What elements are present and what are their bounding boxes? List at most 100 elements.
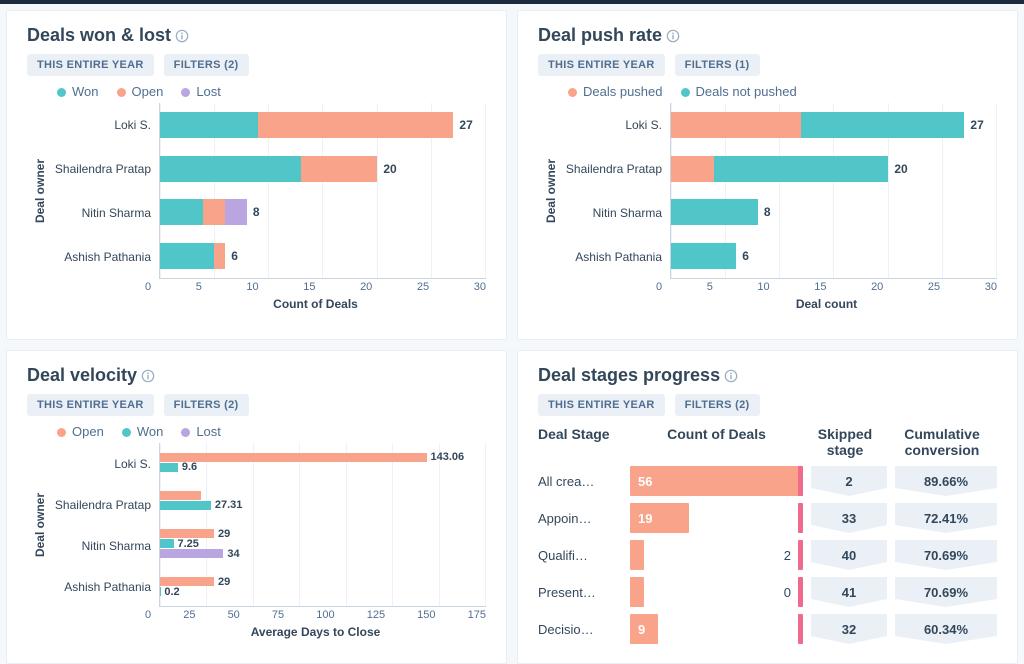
bar-row: 8 — [160, 199, 486, 225]
bar-row: 8 — [671, 199, 997, 225]
bars: 272086 — [671, 103, 997, 278]
info-icon[interactable] — [724, 369, 738, 383]
title-text: Deal velocity — [27, 365, 137, 386]
y-category-label: Ashish Pathania — [49, 580, 151, 594]
stage-tick — [798, 540, 803, 570]
card-stages-progress: Deal stages progress THIS ENTIRE YEAR FI… — [517, 350, 1018, 664]
stage-bar[interactable] — [630, 540, 644, 570]
stage-label: Present… — [538, 585, 630, 600]
y-categories: Loki S.Shailendra PratapNitin SharmaAshi… — [49, 103, 159, 279]
title-text: Deal stages progress — [538, 365, 720, 386]
stage-bar[interactable] — [630, 577, 644, 607]
bar-segment[interactable] — [671, 156, 714, 182]
bar-segment[interactable] — [160, 463, 178, 472]
bar-segment[interactable] — [160, 491, 201, 500]
stage-bar[interactable]: 19 — [630, 503, 689, 533]
conversion-chevron: 89.66% — [895, 466, 997, 496]
bar-segment[interactable] — [225, 199, 247, 225]
bar-segment[interactable] — [671, 243, 736, 269]
y-categories: Loki S.Shailendra PratapNitin SharmaAshi… — [560, 103, 670, 279]
legend-item[interactable]: Lost — [181, 84, 221, 99]
bar-segment[interactable] — [160, 243, 214, 269]
y-category-label: Loki S. — [49, 457, 151, 471]
filters-pill[interactable]: FILTERS (2) — [675, 394, 760, 416]
filters-pill[interactable]: FILTERS (1) — [675, 54, 760, 76]
bar-total: 27 — [970, 118, 983, 132]
bar-segment[interactable] — [160, 112, 258, 138]
y-category-label: Shailendra Pratap — [49, 498, 151, 512]
skipped-chevron: 41 — [811, 577, 887, 607]
bar-group: 27.31 — [160, 488, 486, 513]
stage-label: Appoin… — [538, 511, 630, 526]
stage-count: 0 — [784, 585, 791, 600]
bar-segment[interactable] — [160, 549, 223, 558]
period-pill[interactable]: THIS ENTIRE YEAR — [27, 54, 154, 76]
legend-item[interactable]: Deals not pushed — [681, 84, 797, 99]
y-categories: Loki S. Shailendra Pratap Nitin Sharma Ashi… — [49, 443, 159, 607]
bar-segment[interactable] — [801, 112, 964, 138]
bar-segment[interactable] — [160, 199, 203, 225]
legend-item[interactable]: Won — [57, 84, 99, 99]
bar-segment[interactable] — [203, 199, 225, 225]
info-icon[interactable] — [141, 369, 155, 383]
stages-header: Deal Stage Count of Deals Skipped stage … — [538, 426, 997, 458]
legend-item[interactable]: Open — [57, 424, 104, 439]
stage-row: Decisio…93260.34% — [538, 614, 997, 644]
legend-item[interactable]: Deals pushed — [568, 84, 663, 99]
bar-value: 0.2 — [164, 586, 179, 598]
skipped-chevron: 32 — [811, 614, 887, 644]
x-ticks: 0255075100125150175 — [145, 609, 486, 621]
bar-group: 290.2 — [160, 574, 486, 599]
info-icon[interactable] — [666, 29, 680, 43]
y-category-label: Nitin Sharma — [49, 539, 151, 553]
y-category-label: Loki S. — [49, 118, 151, 132]
bar-value: 9.6 — [182, 461, 197, 473]
card-push-rate: Deal push rate THIS ENTIRE YEAR FILTERS … — [517, 10, 1018, 340]
legend-item[interactable]: Open — [117, 84, 164, 99]
col-count: Count of Deals — [630, 426, 803, 458]
bar-segment[interactable] — [160, 156, 301, 182]
bar-segment[interactable] — [671, 199, 758, 225]
filters-pill[interactable]: FILTERS (2) — [164, 54, 249, 76]
bar-segment[interactable] — [160, 501, 211, 510]
bar-value: 7.25 — [178, 538, 199, 550]
y-category-label: Nitin Sharma — [560, 206, 662, 220]
bar-segment[interactable] — [671, 112, 801, 138]
bar-segment[interactable] — [301, 156, 377, 182]
period-pill[interactable]: THIS ENTIRE YEAR — [27, 394, 154, 416]
skipped-chevron: 40 — [811, 540, 887, 570]
stage-bar[interactable]: 56 — [630, 466, 803, 496]
legend-item[interactable]: Lost — [181, 424, 221, 439]
conversion-chevron: 60.34% — [895, 614, 997, 644]
bar-row: 20 — [671, 156, 997, 182]
x-axis-label: Count of Deals — [145, 297, 486, 311]
stage-row: Present… 0 41 70.69% — [538, 577, 997, 607]
y-axis-label: Deal owner — [31, 159, 49, 223]
conversion-chevron: 70.69% — [895, 577, 997, 607]
bar-value: 29 — [218, 528, 230, 540]
bar-segment[interactable] — [160, 539, 174, 548]
legend: Open Won Lost — [57, 424, 486, 439]
bar-total: 6 — [231, 249, 238, 263]
stage-row: Qualifi…24070.69% — [538, 540, 997, 570]
bar-segment[interactable] — [214, 243, 225, 269]
x-axis-label: Average Days to Close — [145, 625, 486, 639]
bar-value: 143.06 — [431, 451, 465, 463]
stage-bar[interactable]: 9 — [630, 614, 658, 644]
info-icon[interactable] — [175, 29, 189, 43]
stage-tick — [798, 577, 803, 607]
legend-item[interactable]: Won — [122, 424, 164, 439]
y-category-label: Ashish Pathania — [560, 250, 662, 264]
bar-segment[interactable] — [714, 156, 888, 182]
stage-row: Appoin…193372.41% — [538, 503, 997, 533]
y-category-label: Nitin Sharma — [49, 206, 151, 220]
period-pill[interactable]: THIS ENTIRE YEAR — [538, 394, 665, 416]
bar-segment[interactable] — [258, 112, 454, 138]
col-stage: Deal Stage — [538, 426, 630, 458]
bar-total: 20 — [383, 162, 396, 176]
bar-segment[interactable] — [160, 453, 427, 462]
period-pill[interactable]: THIS ENTIRE YEAR — [538, 54, 665, 76]
title-text: Deals won & lost — [27, 25, 171, 46]
y-axis-label: Deal owner — [542, 159, 560, 223]
filters-pill[interactable]: FILTERS (2) — [164, 394, 249, 416]
